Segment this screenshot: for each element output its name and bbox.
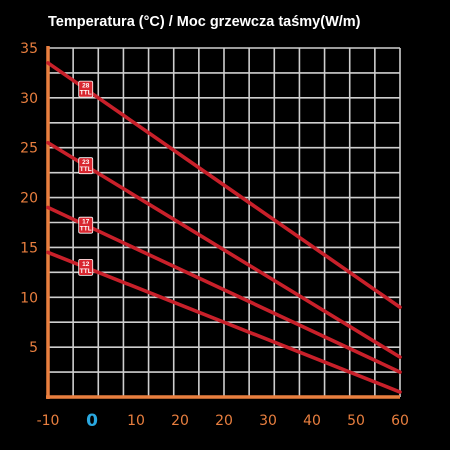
series-badge-box bbox=[78, 157, 94, 175]
series-badge-box bbox=[78, 216, 94, 234]
series-badge-text: 12 bbox=[82, 261, 90, 268]
chart-title: Temperatura (°C) / Moc grzewcza taśmy(W/… bbox=[48, 14, 361, 30]
x-tick-label: 20 bbox=[215, 413, 233, 429]
y-tick-labels: 35 30 25 20 15 10 5 bbox=[20, 41, 38, 356]
x-tick-label: 50 bbox=[347, 413, 365, 429]
series-badge-box bbox=[78, 80, 94, 98]
series-line-28-ttl bbox=[46, 61, 402, 310]
series-badge-box bbox=[78, 258, 94, 276]
y-tick-label: 10 bbox=[20, 290, 38, 306]
series-badge-text: 17 bbox=[82, 219, 90, 226]
series-line-17-ttl bbox=[46, 205, 402, 374]
y-tick-label: 30 bbox=[20, 91, 38, 107]
x-tick-label-highlight: 0 bbox=[86, 411, 98, 431]
y-tick-label: 20 bbox=[20, 191, 38, 207]
series-line-12-ttl bbox=[46, 250, 402, 394]
x-tick-label: 30 bbox=[259, 413, 277, 429]
y-tick-label: 35 bbox=[20, 41, 38, 57]
y-tick-label: 5 bbox=[29, 340, 38, 356]
series-line-23-ttl bbox=[46, 140, 402, 359]
grid bbox=[48, 47, 401, 397]
series-badge-text: TTL bbox=[80, 268, 92, 275]
x-tick-label: 10 bbox=[127, 413, 145, 429]
axes bbox=[46, 46, 400, 399]
x-tick-label: 20 bbox=[171, 413, 189, 429]
series-badge-text: 28 bbox=[82, 83, 90, 90]
series-badge-text: TTL bbox=[80, 90, 92, 97]
series-badge-text: TTL bbox=[80, 166, 92, 173]
y-tick-label: 25 bbox=[20, 141, 38, 157]
x-tick-labels: -10 0 10 20 20 30 40 50 60 bbox=[37, 411, 409, 431]
series-badge-text: 23 bbox=[82, 159, 90, 166]
y-tick-label: 15 bbox=[20, 240, 38, 256]
x-tick-label: 40 bbox=[303, 413, 321, 429]
x-tick-label: -10 bbox=[37, 413, 60, 429]
x-tick-label: 60 bbox=[391, 413, 409, 429]
series bbox=[46, 61, 402, 394]
series-badge-text: TTL bbox=[80, 226, 92, 233]
